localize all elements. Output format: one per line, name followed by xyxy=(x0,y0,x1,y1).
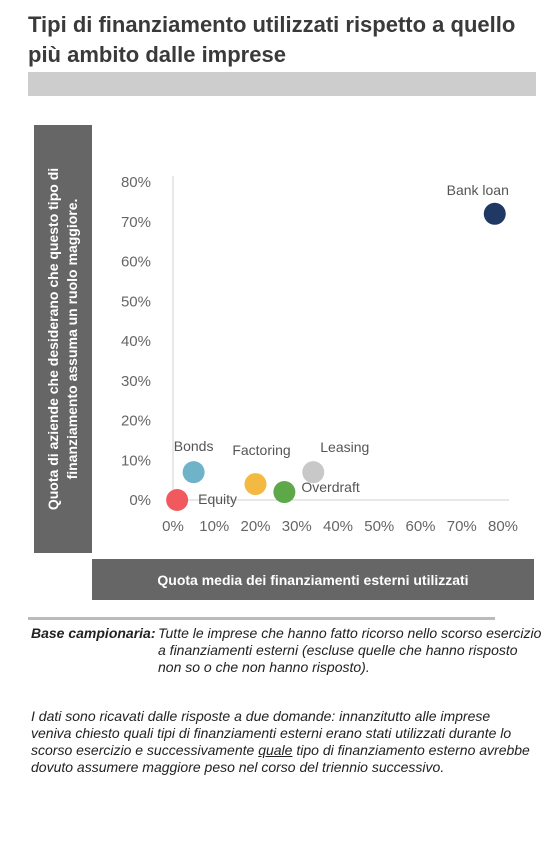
base-label: Base campionaria: xyxy=(31,625,156,641)
y-tick-label: 30% xyxy=(121,373,151,390)
y-tick-label: 40% xyxy=(121,333,151,350)
note-underlined-word: quale xyxy=(258,742,293,758)
data-point-equity xyxy=(166,489,189,511)
x-tick-label: 20% xyxy=(240,518,270,535)
x-tick-label: 30% xyxy=(282,518,312,535)
y-axis-label: Quota di aziende che desiderano che ques… xyxy=(45,167,80,511)
x-tick-label: 50% xyxy=(364,518,394,535)
base-text: Tutte le imprese che hanno fatto ricorso… xyxy=(158,625,542,675)
data-label-factoring: Factoring xyxy=(232,442,290,458)
x-tick-label: 10% xyxy=(199,518,229,535)
scatter-chart: 0% 10% 20% 30% 40% 50% 60% 70% 80% 0% 10% 20% 30% 40%… xyxy=(121,174,518,535)
x-axis-label-box: Quota media dei finanziamenti esterni ut… xyxy=(92,559,534,600)
chart-title: Tipi di finanziamento utilizzati rispett… xyxy=(28,12,516,67)
data-point-overdraft xyxy=(273,481,296,504)
note-part-2: tipo di finanziamento esterno avrebbe do… xyxy=(31,742,530,775)
y-tick-label: 20% xyxy=(121,413,151,430)
x-axis-label: Quota media dei finanziamenti esterni ut… xyxy=(157,571,469,588)
data-point-leasing xyxy=(302,461,325,484)
data-label-bonds: Bonds xyxy=(174,438,214,454)
footer-separator xyxy=(28,617,495,620)
data-label-overdraft: Overdraft xyxy=(301,479,359,495)
y-tick-label: 50% xyxy=(121,293,151,310)
x-tick-label: 80% xyxy=(488,518,518,535)
title-divider-bar xyxy=(28,72,536,96)
y-tick-label: 60% xyxy=(121,254,151,271)
data-label-leasing: Leasing xyxy=(320,439,369,455)
x-tick-label: 0% xyxy=(162,518,184,535)
y-tick-label: 80% xyxy=(121,174,151,191)
y-axis-label-box: Quota di aziende che desiderano che ques… xyxy=(34,125,92,553)
data-point-bonds xyxy=(182,461,205,484)
y-tick-label: 10% xyxy=(121,452,151,469)
x-tick-label: 60% xyxy=(405,518,435,535)
y-tick-label: 70% xyxy=(121,214,151,231)
data-point-bank-loan xyxy=(483,202,506,225)
methodology-note: I dati sono ricavati dalle risposte a du… xyxy=(31,708,531,776)
data-label-bank-loan: Bank loan xyxy=(447,182,509,198)
data-point-factoring xyxy=(244,473,267,496)
y-tick-label: 0% xyxy=(129,492,151,509)
note-part-1: I dati sono ricavati dalle risposte a du… xyxy=(31,708,512,758)
data-label-equity: Equity xyxy=(198,491,237,507)
x-tick-label: 40% xyxy=(323,518,353,535)
x-tick-label: 70% xyxy=(447,518,477,535)
